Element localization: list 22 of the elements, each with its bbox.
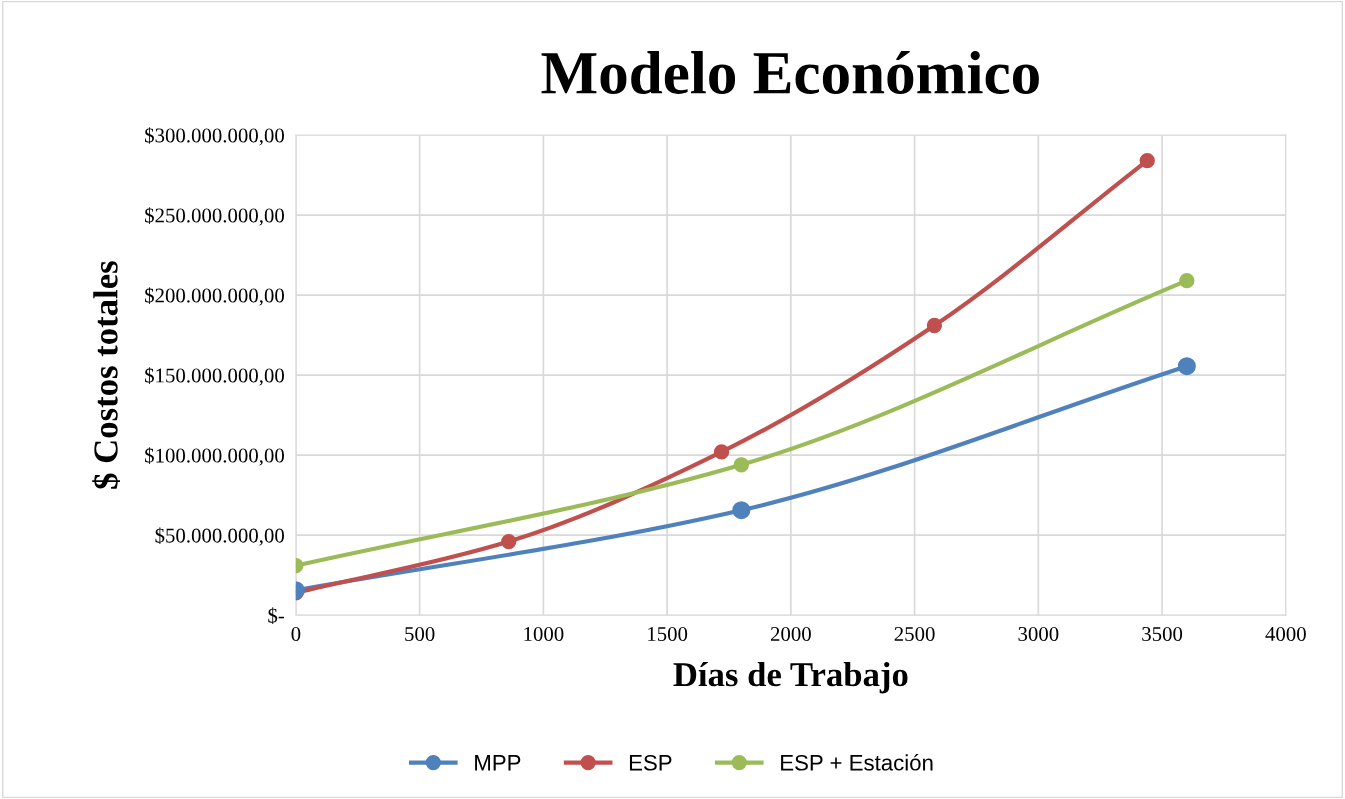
chart-title: Modelo Económico	[541, 50, 1039, 94]
y-tick-label: $250.000.000,00	[145, 207, 284, 226]
y-tick-label: $150.000.000,00	[145, 367, 284, 386]
legend-label: ESP + Estación	[781, 754, 933, 771]
legend-label: ESP	[629, 754, 672, 771]
x-tick-label: 1500	[648, 626, 688, 641]
legend-label: MPP	[475, 755, 521, 771]
y-axis-title: $ Costos totales	[92, 261, 120, 489]
x-tick-label: 2500	[894, 626, 935, 641]
x-tick-label: 3000	[1018, 626, 1059, 641]
x-tick-label: 4000	[1265, 626, 1306, 641]
x-axis-title: Días de Trabajo	[673, 661, 908, 694]
x-tick-label: 0	[291, 626, 301, 641]
y-tick-label: $100.000.000,00	[145, 447, 284, 466]
y-tick-label: $50.000.000,00	[155, 527, 284, 546]
y-tick-label: $-	[268, 607, 285, 625]
y-tick-label: $300.000.000,00	[145, 127, 284, 146]
x-tick-label: 2000	[770, 626, 811, 641]
x-tick-label: 1000	[524, 626, 564, 641]
y-tick-label: $200.000.000,00	[145, 287, 284, 306]
x-tick-label: 500	[405, 626, 435, 641]
x-tick-label: 3500	[1142, 626, 1183, 641]
